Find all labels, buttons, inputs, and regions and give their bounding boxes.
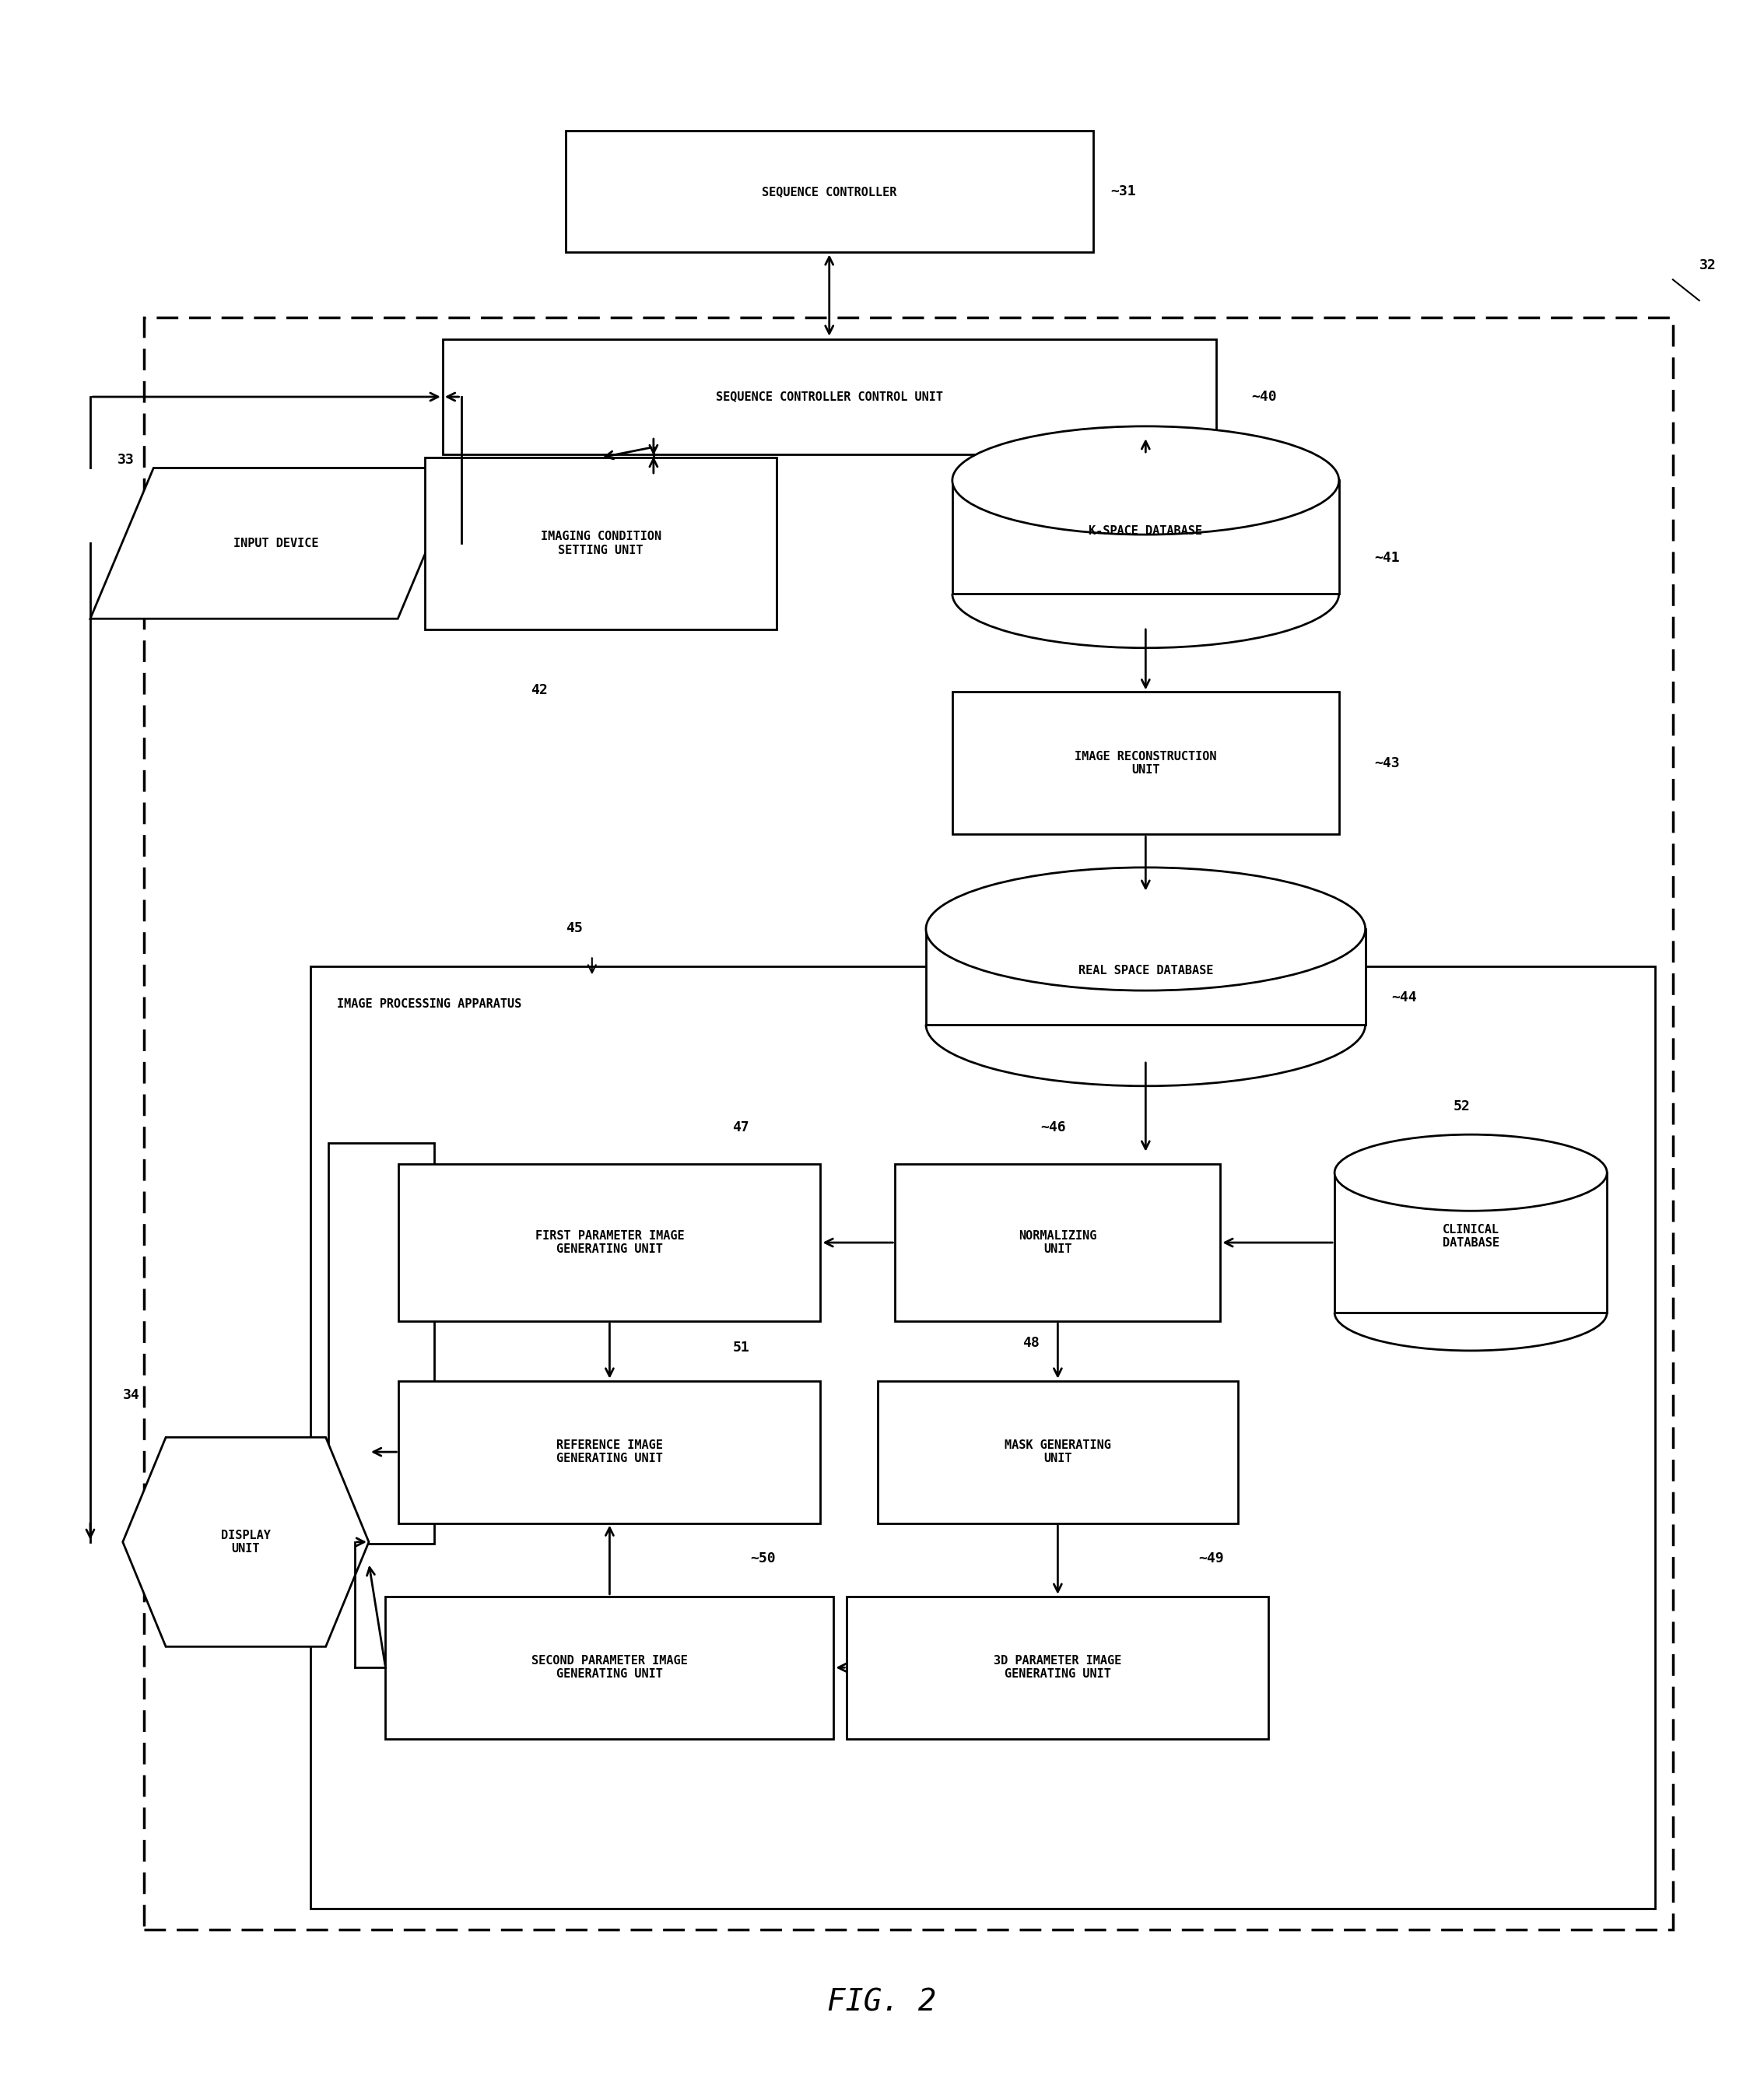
Text: 48: 48 xyxy=(1023,1336,1039,1350)
Text: SEQUENCE CONTROLLER: SEQUENCE CONTROLLER xyxy=(762,185,896,197)
Text: ~41: ~41 xyxy=(1374,550,1399,565)
Ellipse shape xyxy=(953,426,1339,536)
Bar xyxy=(953,481,1339,594)
Text: CLINICAL
DATABASE: CLINICAL DATABASE xyxy=(1443,1224,1499,1249)
Text: INPUT DEVICE: INPUT DEVICE xyxy=(233,538,318,550)
Text: ~49: ~49 xyxy=(1198,1552,1224,1567)
Text: FIG. 2: FIG. 2 xyxy=(827,1989,937,2018)
Text: ~46: ~46 xyxy=(1041,1121,1065,1134)
Bar xyxy=(310,966,1655,1909)
Text: 34: 34 xyxy=(123,1388,139,1403)
Bar xyxy=(443,340,1215,454)
Text: 52: 52 xyxy=(1454,1100,1469,1113)
Bar xyxy=(1335,1172,1607,1312)
Text: ~31: ~31 xyxy=(1111,185,1136,199)
Text: DISPLAY
UNIT: DISPLAY UNIT xyxy=(220,1529,270,1554)
Text: SECOND PARAMETER IMAGE
GENERATING UNIT: SECOND PARAMETER IMAGE GENERATING UNIT xyxy=(531,1655,688,1680)
Text: 32: 32 xyxy=(1699,258,1716,271)
Text: ~43: ~43 xyxy=(1374,756,1399,771)
Text: 42: 42 xyxy=(531,683,547,697)
Text: ~50: ~50 xyxy=(750,1552,776,1567)
Text: IMAGE PROCESSING APPARATUS: IMAGE PROCESSING APPARATUS xyxy=(337,997,522,1010)
Text: ~40: ~40 xyxy=(1251,391,1277,403)
Text: 33: 33 xyxy=(118,454,134,466)
Text: K-SPACE DATABASE: K-SPACE DATABASE xyxy=(1088,525,1203,538)
Text: ~44: ~44 xyxy=(1392,991,1416,1004)
Bar xyxy=(894,1163,1221,1321)
Text: REAL SPACE DATABASE: REAL SPACE DATABASE xyxy=(1078,964,1214,977)
Ellipse shape xyxy=(926,867,1365,991)
Text: REFERENCE IMAGE
GENERATING UNIT: REFERENCE IMAGE GENERATING UNIT xyxy=(556,1438,663,1464)
Text: FIRST PARAMETER IMAGE
GENERATING UNIT: FIRST PARAMETER IMAGE GENERATING UNIT xyxy=(534,1231,684,1256)
Bar xyxy=(425,458,776,630)
Bar xyxy=(953,693,1339,834)
Text: 47: 47 xyxy=(732,1121,750,1134)
Bar xyxy=(847,1596,1268,1739)
Text: SEQUENCE CONTROLLER CONTROL UNIT: SEQUENCE CONTROLLER CONTROL UNIT xyxy=(716,391,944,403)
Bar xyxy=(399,1163,820,1321)
Text: IMAGING CONDITION
SETTING UNIT: IMAGING CONDITION SETTING UNIT xyxy=(540,531,662,556)
Text: NORMALIZING
UNIT: NORMALIZING UNIT xyxy=(1018,1231,1097,1256)
Bar xyxy=(328,1142,434,1544)
Text: IMAGE RECONSTRUCTION
UNIT: IMAGE RECONSTRUCTION UNIT xyxy=(1074,750,1217,775)
Ellipse shape xyxy=(1335,1134,1607,1212)
Bar xyxy=(386,1596,834,1739)
Bar xyxy=(926,928,1365,1025)
Bar xyxy=(566,130,1094,252)
Bar xyxy=(878,1382,1238,1522)
Text: 45: 45 xyxy=(566,922,582,937)
Bar xyxy=(399,1382,820,1522)
Polygon shape xyxy=(90,468,460,620)
Bar xyxy=(145,317,1672,1930)
Text: MASK GENERATING
UNIT: MASK GENERATING UNIT xyxy=(1004,1438,1111,1464)
Text: 51: 51 xyxy=(732,1340,750,1354)
Text: 3D PARAMETER IMAGE
GENERATING UNIT: 3D PARAMETER IMAGE GENERATING UNIT xyxy=(993,1655,1122,1680)
Polygon shape xyxy=(123,1436,369,1646)
